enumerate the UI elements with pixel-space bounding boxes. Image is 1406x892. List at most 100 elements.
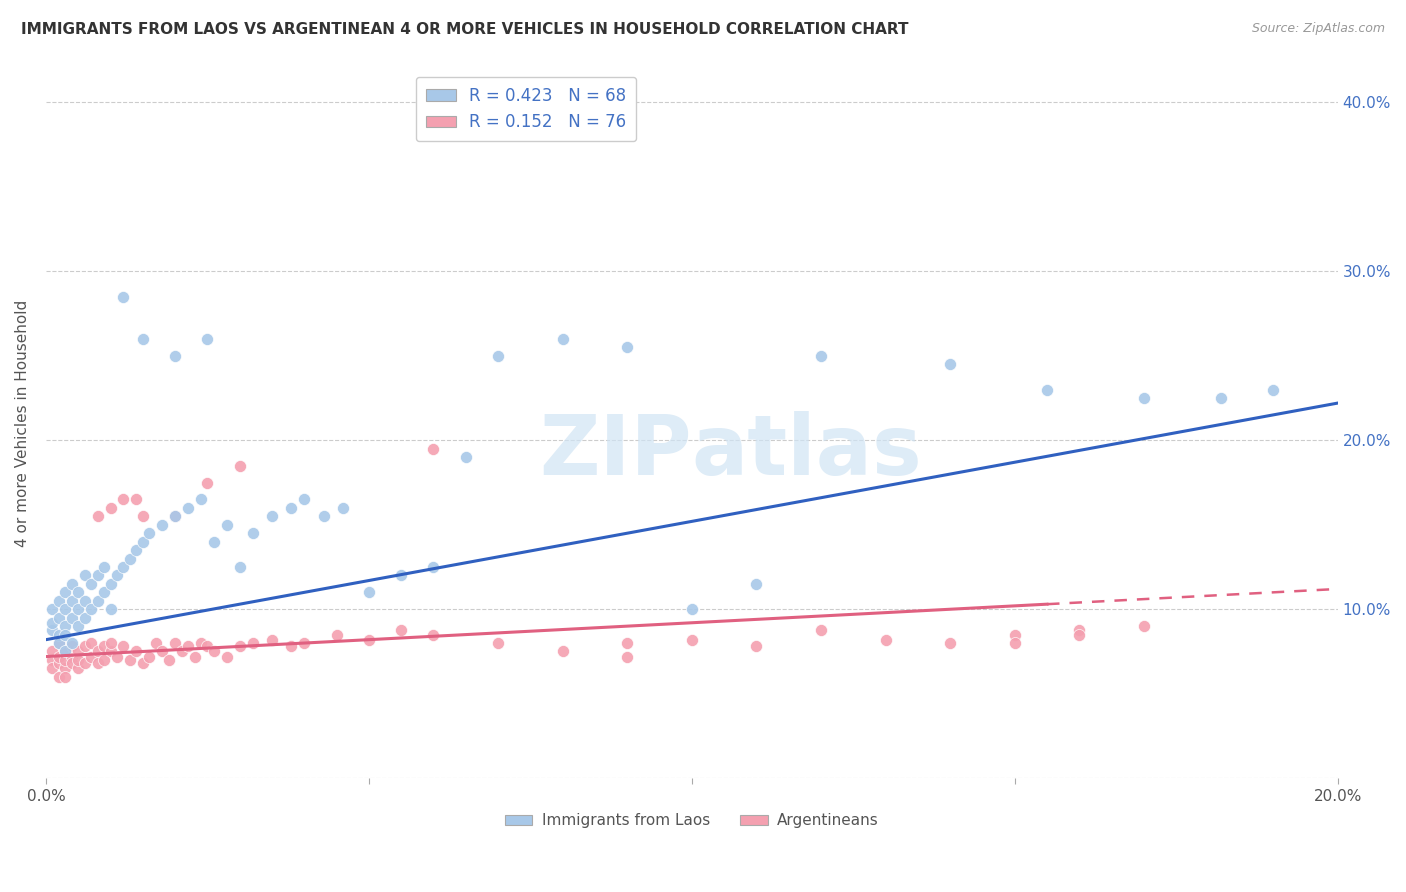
Point: [190, 636, 212, 650]
Point: [100, 577, 122, 591]
Point: [112, 492, 135, 507]
Point: [389, 623, 412, 637]
Point: [48, 610, 70, 624]
Point: [165, 509, 187, 524]
Point: [454, 450, 477, 465]
Point: [53, 644, 76, 658]
Point: [67, 585, 90, 599]
Point: [145, 636, 167, 650]
Point: [48, 649, 70, 664]
Point: [1211, 391, 1233, 405]
Point: [1004, 636, 1026, 650]
Point: [41, 661, 63, 675]
Point: [80, 577, 103, 591]
Point: [150, 644, 173, 658]
Point: [48, 627, 70, 641]
Point: [48, 670, 70, 684]
Point: [67, 653, 90, 667]
Point: [165, 349, 187, 363]
Point: [53, 627, 76, 641]
Point: [48, 594, 70, 608]
Point: [422, 442, 444, 456]
Point: [73, 568, 96, 582]
Legend: Immigrants from Laos, Argentineans: Immigrants from Laos, Argentineans: [499, 807, 884, 834]
Point: [80, 602, 103, 616]
Point: [332, 500, 354, 515]
Point: [810, 349, 832, 363]
Text: Source: ZipAtlas.com: Source: ZipAtlas.com: [1251, 22, 1385, 36]
Point: [112, 640, 135, 654]
Point: [183, 649, 205, 664]
Point: [100, 602, 122, 616]
Point: [228, 640, 250, 654]
Point: [616, 340, 638, 354]
Point: [1036, 383, 1059, 397]
Point: [197, 332, 219, 346]
Point: [312, 509, 335, 524]
Point: [150, 517, 173, 532]
Point: [125, 644, 148, 658]
Point: [215, 649, 238, 664]
Point: [357, 585, 380, 599]
Text: ZIP: ZIP: [540, 411, 692, 492]
Point: [138, 649, 160, 664]
Point: [100, 644, 122, 658]
Point: [60, 657, 83, 671]
Point: [1261, 383, 1284, 397]
Point: [60, 577, 83, 591]
Point: [325, 627, 347, 641]
Point: [67, 619, 90, 633]
Point: [125, 543, 148, 558]
Point: [93, 560, 115, 574]
Point: [60, 649, 83, 664]
Point: [810, 623, 832, 637]
Point: [118, 551, 141, 566]
Point: [105, 649, 128, 664]
Text: atlas: atlas: [692, 411, 922, 492]
Point: [53, 644, 76, 658]
Point: [67, 602, 90, 616]
Point: [132, 509, 155, 524]
Point: [105, 568, 128, 582]
Point: [260, 632, 283, 647]
Point: [73, 610, 96, 624]
Point: [73, 594, 96, 608]
Point: [292, 492, 315, 507]
Point: [177, 640, 200, 654]
Point: [170, 644, 193, 658]
Point: [681, 602, 703, 616]
Point: [53, 585, 76, 599]
Point: [86, 644, 108, 658]
Point: [53, 661, 76, 675]
Point: [60, 640, 83, 654]
Point: [422, 560, 444, 574]
Point: [228, 560, 250, 574]
Point: [125, 492, 148, 507]
Point: [60, 636, 83, 650]
Point: [357, 632, 380, 647]
Point: [132, 332, 155, 346]
Point: [86, 509, 108, 524]
Point: [41, 653, 63, 667]
Point: [48, 636, 70, 650]
Point: [132, 534, 155, 549]
Point: [48, 657, 70, 671]
Point: [486, 349, 509, 363]
Point: [157, 653, 180, 667]
Point: [1069, 627, 1091, 641]
Point: [112, 290, 135, 304]
Point: [86, 594, 108, 608]
Y-axis label: 4 or more Vehicles in Household: 4 or more Vehicles in Household: [15, 300, 30, 547]
Point: [86, 657, 108, 671]
Point: [60, 594, 83, 608]
Point: [292, 636, 315, 650]
Point: [93, 640, 115, 654]
Point: [228, 458, 250, 473]
Point: [197, 640, 219, 654]
Point: [551, 644, 574, 658]
Point: [165, 509, 187, 524]
Point: [389, 568, 412, 582]
Point: [48, 636, 70, 650]
Point: [80, 636, 103, 650]
Point: [73, 657, 96, 671]
